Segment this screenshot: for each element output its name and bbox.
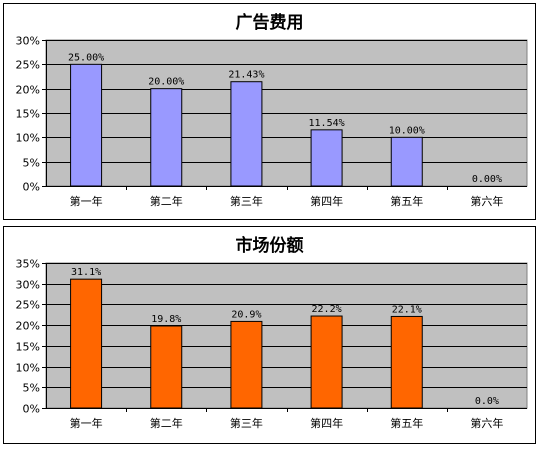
data-label: 20.00%: [148, 77, 184, 88]
bar: [310, 315, 343, 409]
y-tick-label: 25%: [16, 59, 40, 72]
data-label: 31.1%: [71, 267, 101, 278]
y-tick-label: 30%: [16, 279, 40, 292]
data-label: 0.0%: [475, 396, 499, 407]
bar: [310, 129, 343, 187]
y-tick-label: 0%: [23, 181, 40, 194]
chart-title: 市场份额: [235, 236, 304, 256]
y-tick-label: 35%: [16, 258, 40, 271]
y-tick-label: 5%: [23, 157, 40, 170]
data-label: 19.8%: [151, 314, 181, 325]
market-share-chart: 市场份额 0% 5% 10% 15% 20% 25% 30% 35% 31.1% 第一年 19.8%…: [3, 226, 536, 444]
bar: [70, 63, 103, 187]
data-label: 0.00%: [472, 174, 502, 185]
y-tick-label: 25%: [16, 299, 40, 312]
data-label: 22.2%: [312, 304, 342, 315]
y-tick-label: 20%: [16, 320, 40, 333]
data-label: 20.9%: [231, 309, 261, 320]
ad-cost-chart: 广告费用 0% 5% 10% 15% 20% 25% 30% 25.00% 第一年 20.00% 第…: [3, 3, 536, 220]
bar: [150, 88, 183, 187]
data-label: 11.54%: [309, 118, 345, 129]
ad-cost-chart-svg: 0% 5% 10% 15% 20% 25% 30% 25.00% 第一年 20.00% 第二年 21.…: [16, 35, 528, 208]
y-tick-label: 10%: [16, 132, 40, 145]
bar: [390, 315, 423, 409]
bar: [230, 320, 263, 409]
chart-title: 广告费用: [235, 13, 304, 33]
bar: [390, 136, 423, 187]
x-tick-label: 第四年: [310, 416, 343, 430]
bar: [70, 278, 103, 409]
x-tick-label: 第五年: [390, 194, 423, 208]
data-label: 25.00%: [68, 52, 104, 63]
market-share-chart-svg: 0% 5% 10% 15% 20% 25% 30% 35% 31.1% 第一年 19.8% 第二年 20…: [16, 258, 528, 430]
x-tick-label: 第一年: [70, 194, 103, 208]
data-label: 22.1%: [392, 304, 422, 315]
y-tick-label: 15%: [16, 108, 40, 121]
x-tick-label: 第六年: [470, 194, 503, 208]
y-tick-label: 15%: [16, 341, 40, 354]
bar: [150, 325, 183, 409]
x-tick-label: 第五年: [390, 416, 423, 430]
x-tick-label: 第一年: [70, 416, 103, 430]
x-tick-label: 第三年: [230, 416, 263, 430]
y-tick-label: 5%: [23, 382, 40, 395]
x-tick-label: 第三年: [230, 194, 263, 208]
x-tick-label: 第六年: [470, 416, 503, 430]
y-tick-label: 0%: [23, 403, 40, 416]
y-tick-label: 30%: [16, 35, 40, 48]
bar: [230, 81, 263, 187]
data-label: 10.00%: [389, 125, 425, 136]
x-tick-label: 第二年: [150, 416, 183, 430]
plot-area: [45, 262, 528, 409]
x-tick-label: 第四年: [310, 194, 343, 208]
x-tick-label: 第二年: [150, 194, 183, 208]
data-label: 21.43%: [228, 70, 264, 81]
y-tick-label: 20%: [16, 84, 40, 97]
y-tick-label: 10%: [16, 362, 40, 375]
